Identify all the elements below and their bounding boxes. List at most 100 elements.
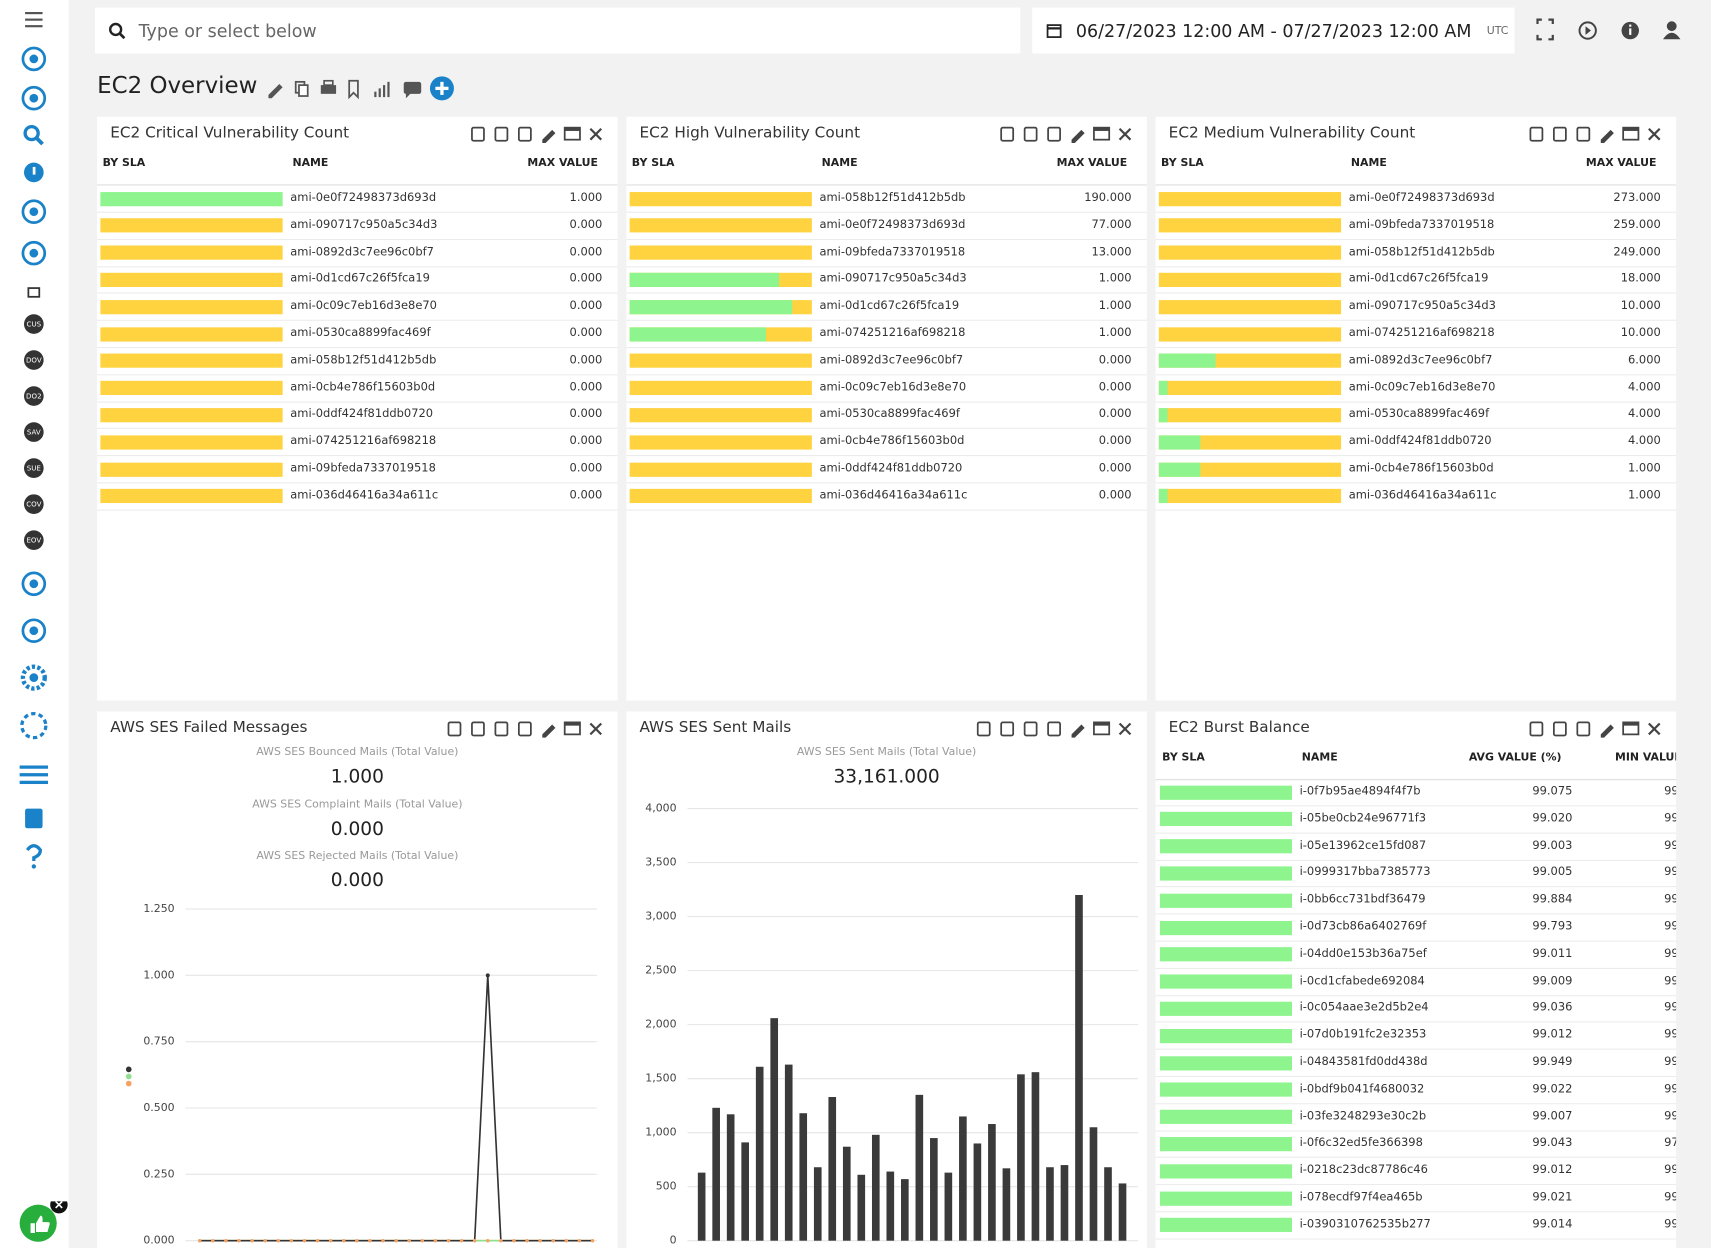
dashboard-nav[interactable]: DOV — [24, 350, 44, 370]
column-header[interactable]: AVG VALUE (%) — [1468, 751, 1562, 764]
panel-tool[interactable] — [589, 127, 603, 141]
sla-bar — [1158, 353, 1342, 369]
panel-tool[interactable] — [542, 129, 556, 143]
panel-tool[interactable] — [563, 126, 581, 141]
row-value: 97 — [1664, 1136, 1676, 1150]
fullscreen-button[interactable] — [1536, 18, 1554, 41]
column-header[interactable]: NAME — [1301, 751, 1338, 764]
column-header[interactable]: MIN VALUE — [1614, 751, 1677, 764]
legend-dot[interactable] — [125, 1073, 132, 1080]
settings-nav[interactable] — [20, 664, 47, 691]
panel-tool[interactable] — [471, 126, 485, 142]
panel-tool[interactable] — [1118, 722, 1132, 736]
series-point — [263, 1238, 267, 1243]
dashboard-nav[interactable]: CUS — [24, 314, 44, 334]
search-nav[interactable] — [23, 124, 44, 146]
panel-tool[interactable] — [1093, 126, 1111, 141]
column-header[interactable]: BY SLA — [102, 157, 146, 170]
panel-tool[interactable] — [1648, 722, 1661, 736]
print-button[interactable] — [320, 79, 337, 94]
panel-tool[interactable] — [1071, 724, 1085, 738]
panel-tool[interactable] — [1552, 721, 1567, 737]
panel-tool[interactable] — [1023, 721, 1038, 737]
row-name: i-04843581fd0dd438d — [1299, 1055, 1428, 1069]
sla-green — [1158, 462, 1201, 477]
panel-tool[interactable] — [1093, 721, 1111, 736]
network-nav[interactable] — [21, 618, 47, 643]
date-picker[interactable]: 06/27/2023 12:00 AM - 07/27/2023 12:00 A… — [1032, 7, 1515, 54]
panel-tool[interactable] — [1576, 126, 1591, 142]
column-header[interactable]: MAX VALUE — [1585, 157, 1657, 170]
series-point — [237, 1238, 241, 1243]
panel-tool[interactable] — [1000, 721, 1015, 737]
hierarchy-nav[interactable] — [21, 85, 47, 111]
column-header[interactable]: MAX VALUE — [527, 157, 598, 170]
panel-tool[interactable] — [1071, 129, 1085, 143]
row-line — [1155, 265, 1677, 267]
column-header[interactable]: BY SLA — [1161, 157, 1204, 170]
panel-tool[interactable] — [542, 724, 556, 738]
panel-tool[interactable] — [494, 126, 509, 142]
chart-button[interactable] — [374, 81, 390, 98]
panel-tool[interactable] — [1000, 126, 1015, 142]
legend-dot[interactable] — [125, 1080, 132, 1087]
chat-nav[interactable] — [21, 199, 47, 224]
column-header[interactable]: MAX VALUE — [1056, 157, 1128, 170]
wand-nav[interactable] — [21, 46, 47, 72]
panel-tool[interactable] — [447, 721, 462, 737]
column-header[interactable]: NAME — [292, 157, 329, 170]
add-button[interactable] — [429, 76, 454, 101]
panel-tool[interactable] — [1552, 126, 1567, 142]
panel-tool[interactable] — [563, 721, 581, 736]
panel-tool[interactable] — [1622, 126, 1640, 141]
panel-tool[interactable] — [1047, 721, 1061, 737]
panel-tool[interactable] — [517, 721, 532, 737]
menu-nav[interactable] — [25, 12, 43, 28]
feedback-button[interactable] — [15, 1201, 72, 1247]
dashboard-nav[interactable]: SUE — [24, 458, 44, 478]
panel-tool[interactable] — [976, 721, 991, 737]
panel-tool[interactable] — [1576, 721, 1591, 737]
panel-tool[interactable] — [1622, 721, 1640, 736]
panel-tool[interactable] — [494, 721, 509, 737]
column-header[interactable]: BY SLA — [631, 157, 675, 170]
alert-nav[interactable] — [24, 162, 44, 183]
copy-button[interactable] — [294, 80, 309, 97]
search-box[interactable]: Type or select below — [94, 7, 1021, 54]
row-value: 0.000 — [1098, 461, 1132, 475]
panel-tool[interactable] — [471, 721, 485, 737]
dashboard-nav[interactable]: EOV — [24, 530, 44, 550]
legend-dot[interactable] — [125, 1066, 132, 1073]
bookmark-button[interactable] — [348, 79, 359, 100]
series-point — [302, 1238, 307, 1243]
panel-tool[interactable] — [589, 722, 603, 736]
panel-tool[interactable] — [1023, 126, 1038, 142]
column-header[interactable]: NAME — [1350, 157, 1387, 170]
panel-tool[interactable] — [1047, 126, 1061, 142]
panel-tool[interactable] — [517, 126, 532, 142]
loading-nav[interactable] — [20, 712, 48, 740]
info-button[interactable] — [1621, 21, 1639, 40]
panel-tool[interactable] — [1648, 127, 1661, 141]
panel-tool[interactable] — [1600, 129, 1614, 143]
monitor-nav[interactable] — [21, 240, 47, 266]
panel-tool[interactable] — [1118, 127, 1132, 141]
play-button[interactable] — [1578, 21, 1597, 40]
column-header[interactable]: BY SLA — [1162, 751, 1205, 764]
dashboard-nav[interactable]: COV — [24, 494, 44, 514]
column-header[interactable]: NAME — [821, 157, 858, 170]
y-tick-label: 500 — [656, 1180, 677, 1193]
book-nav[interactable] — [25, 808, 43, 829]
widget-nav[interactable] — [27, 287, 41, 298]
edit-button[interactable] — [268, 84, 283, 99]
comment-button[interactable] — [403, 81, 422, 99]
dashboard-nav[interactable]: DO2 — [24, 386, 44, 406]
panel-tool[interactable] — [1529, 721, 1544, 737]
user-button[interactable] — [1662, 21, 1681, 40]
panel-tool[interactable] — [1600, 724, 1614, 738]
filters-nav[interactable] — [19, 765, 49, 785]
panel-tool[interactable] — [1529, 126, 1544, 142]
help-nav[interactable] — [25, 844, 43, 869]
dashboard-nav[interactable]: SAV — [24, 422, 44, 442]
storage-nav[interactable] — [21, 571, 47, 597]
